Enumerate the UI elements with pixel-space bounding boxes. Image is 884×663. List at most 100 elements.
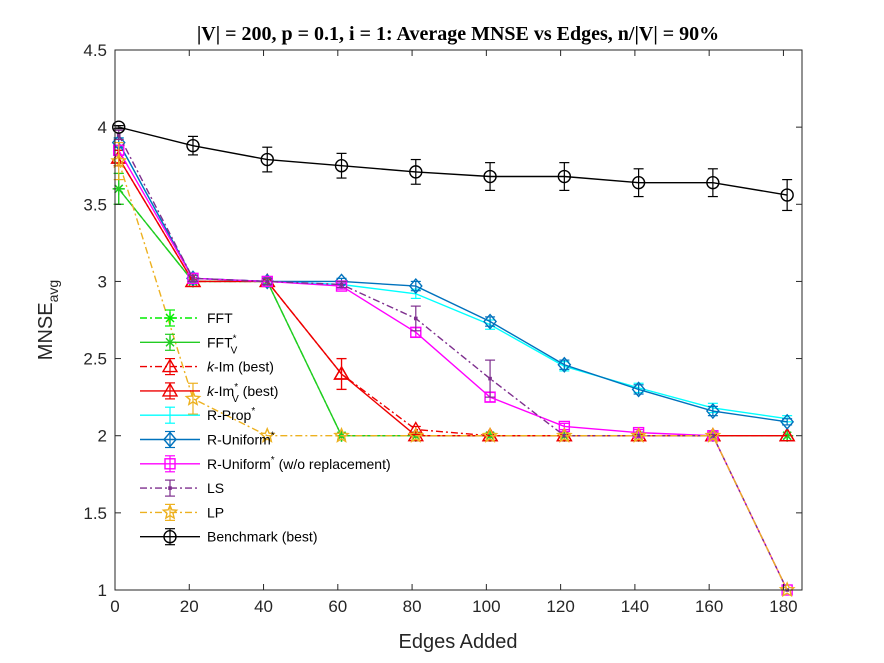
point-runiform-2 bbox=[260, 273, 275, 290]
legend-item-ls: LS bbox=[140, 479, 224, 497]
errorbar-bench-8 bbox=[707, 168, 718, 198]
y-tick-label-3: 2.5 bbox=[83, 350, 107, 369]
point-ls-7 bbox=[636, 433, 641, 438]
errorbar-bench-9 bbox=[782, 179, 793, 212]
legend-item-runiform: R-Uniform* bbox=[140, 431, 275, 449]
point-kimv-3 bbox=[333, 365, 350, 380]
x-tick-label-5: 100 bbox=[472, 597, 500, 616]
point-kimv-9 bbox=[778, 427, 796, 442]
x-tick-label-2: 40 bbox=[254, 597, 273, 616]
x-tick-label-8: 160 bbox=[695, 597, 723, 616]
x-tick-label-9: 180 bbox=[769, 597, 797, 616]
x-tick-label-1: 20 bbox=[180, 597, 199, 616]
point-bench-6 bbox=[557, 169, 572, 184]
errorbar-runiform-7 bbox=[633, 384, 644, 395]
point-kimv-6 bbox=[556, 427, 573, 442]
legend-item-lp: LP bbox=[140, 503, 224, 522]
point-runiform-5 bbox=[483, 313, 497, 330]
point-ls-1 bbox=[191, 276, 195, 281]
x-tick-label-4: 80 bbox=[403, 597, 422, 616]
point-runiform-7 bbox=[631, 381, 646, 398]
point-bench-7 bbox=[631, 175, 646, 190]
point-lp-0 bbox=[110, 152, 128, 169]
point-bench-9 bbox=[780, 188, 794, 202]
errorbar-bench-3 bbox=[336, 152, 347, 179]
series-bench bbox=[112, 120, 794, 212]
legend-label-lp: LP bbox=[207, 504, 224, 520]
legend-label-fft: FFT bbox=[207, 310, 233, 326]
legend-label-kimv: k-Im* V (best) bbox=[207, 382, 278, 405]
axes-box bbox=[114, 49, 803, 591]
legend-label-ls: LS bbox=[207, 480, 224, 496]
legend-marker-fft bbox=[164, 312, 176, 324]
point-kimv-5 bbox=[481, 427, 499, 442]
legend-label-runiformwo: R-Uniform* (w/o replacement) bbox=[207, 455, 391, 472]
errorbar-runiform-5 bbox=[485, 316, 496, 327]
errorbar-runiform-8 bbox=[707, 405, 718, 417]
point-runiform-1 bbox=[186, 270, 200, 287]
legend-marker-lp bbox=[161, 503, 179, 520]
legend-label-fftv: FFT* V bbox=[207, 333, 238, 356]
point-bench-4 bbox=[409, 165, 423, 179]
point-fftv-0 bbox=[112, 182, 125, 195]
legend-marker-kimv bbox=[161, 382, 179, 397]
errorbar-runiform-4 bbox=[410, 280, 421, 292]
point-ls-6 bbox=[562, 433, 567, 438]
legend-errorbar-rprop bbox=[165, 406, 175, 424]
errorbar-bench-6 bbox=[559, 162, 570, 191]
point-ls-0 bbox=[116, 133, 121, 137]
point-lp-1 bbox=[184, 389, 202, 406]
errorbar-lp-1 bbox=[187, 382, 198, 415]
series-line-lp bbox=[118, 160, 788, 591]
x-tick-label-0: 0 bbox=[110, 597, 119, 616]
x-tick-label-6: 120 bbox=[546, 597, 574, 616]
legend-marker-ls bbox=[168, 486, 172, 490]
legend-item-fft: FFT bbox=[140, 309, 233, 327]
point-lp-4 bbox=[407, 426, 425, 443]
legend-label-kim: k-Im (best) bbox=[207, 359, 274, 375]
point-kimv-4 bbox=[407, 427, 425, 442]
errorbar-bench-5 bbox=[485, 162, 496, 191]
legend-label-rprop: R-Prop* bbox=[207, 406, 255, 423]
plot-area bbox=[115, 50, 802, 590]
point-bench-8 bbox=[706, 175, 720, 190]
point-runiform-8 bbox=[705, 402, 720, 420]
point-bench-5 bbox=[483, 169, 497, 184]
legend-item-kim: k-Im (best) bbox=[140, 358, 274, 376]
point-ls-3 bbox=[339, 282, 344, 287]
series-layer bbox=[110, 120, 796, 598]
errorbar-kimv-3 bbox=[336, 357, 347, 391]
y-tick-label-6: 4 bbox=[98, 118, 107, 137]
point-lp-3 bbox=[333, 426, 350, 443]
point-lp-6 bbox=[555, 426, 573, 443]
legend-marker-runiform bbox=[163, 431, 177, 448]
point-bench-3 bbox=[334, 159, 349, 173]
point-lp-8 bbox=[704, 426, 722, 443]
point-ls-2 bbox=[265, 279, 270, 284]
x-tick-label-7: 140 bbox=[621, 597, 649, 616]
errorbar-bench-2 bbox=[262, 146, 273, 173]
legend-marker-bench bbox=[163, 530, 177, 544]
errorbar-bench-7 bbox=[633, 168, 644, 198]
legend: FFT FFT* V k-Im (best) k-Im* V (best)R-Prop* R… bbox=[140, 309, 391, 546]
y-tick-label-2: 2 bbox=[98, 427, 107, 446]
point-kimv-7 bbox=[630, 427, 647, 442]
legend-item-runiformwo: R-Uniform* (w/o replacement) bbox=[140, 455, 391, 473]
legend-item-kimv: k-Im* V (best) bbox=[140, 382, 278, 405]
point-ls-8 bbox=[711, 433, 715, 438]
x-axis-label: Edges Added bbox=[399, 631, 518, 653]
y-tick-label-0: 1 bbox=[98, 581, 107, 600]
y-tick-label-7: 4.5 bbox=[83, 41, 107, 60]
legend-marker-fftv bbox=[164, 336, 176, 349]
point-lp-2 bbox=[258, 426, 276, 443]
point-kim-4 bbox=[407, 421, 425, 436]
legend-item-bench: Benchmark (best) bbox=[140, 528, 317, 546]
point-bench-0 bbox=[112, 120, 126, 134]
point-runiform-4 bbox=[408, 277, 423, 295]
errorbar-bench-4 bbox=[410, 158, 421, 185]
point-lp-7 bbox=[630, 426, 647, 443]
legend-item-fftv: FFT* V bbox=[140, 333, 238, 356]
point-ls-4 bbox=[413, 316, 418, 321]
y-axis-label-main: MNSE bbox=[35, 302, 57, 360]
